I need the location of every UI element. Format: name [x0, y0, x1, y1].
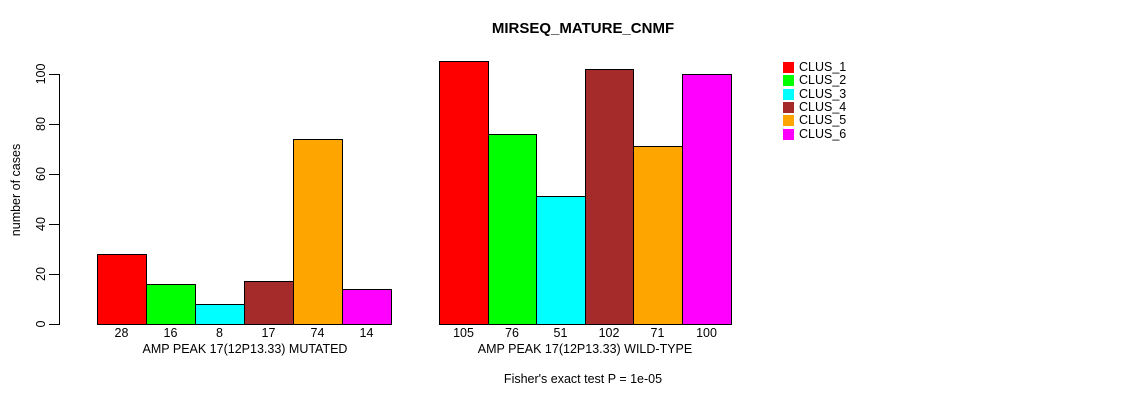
bar-clus_1-mutated — [97, 254, 147, 325]
legend-color-swatch-clus_1 — [783, 62, 794, 74]
bar-clus_3-mutated — [195, 304, 245, 325]
y-tick-mark-40 — [49, 224, 59, 225]
chart-title: MIRSEQ_MATURE_CNMF — [491, 20, 675, 37]
y-tick-mark-100 — [49, 74, 59, 75]
legend-label-clus_5: CLUS_5 — [799, 113, 847, 128]
y-tick-mark-0 — [49, 324, 59, 325]
legend-color-swatch-clus_4 — [783, 102, 794, 114]
legend-color-swatch-clus_3 — [783, 88, 794, 100]
y-tick-label-40: 40 — [34, 217, 48, 231]
legend-label-clus_1: CLUS_1 — [799, 60, 847, 75]
y-tick-mark-60 — [49, 174, 59, 175]
bar-clus_4-wildtype — [585, 69, 634, 325]
bar-clus_3-wildtype — [536, 196, 586, 325]
bar-value-label-wildtype-clus_1: 105 — [453, 326, 474, 340]
legend-item-clus_4: CLUS_4 — [783, 101, 846, 114]
y-tick-label-0: 0 — [34, 320, 48, 328]
legend-item-clus_5: CLUS_5 — [783, 114, 846, 127]
fisher-test-annotation: Fisher's exact test P = 1e-05 — [503, 372, 663, 386]
legend-label-clus_6: CLUS_6 — [799, 126, 847, 141]
bar-clus_2-wildtype — [488, 134, 537, 325]
bar-value-label-mutated-clus_3: 8 — [216, 326, 223, 340]
legend-color-swatch-clus_2 — [783, 75, 794, 87]
bar-clus_6-mutated — [342, 289, 392, 325]
legend-item-clus_3: CLUS_3 — [783, 86, 847, 101]
y-tick-label-60: 60 — [34, 167, 48, 181]
bar-clus_1-wildtype — [439, 61, 489, 325]
bar-value-label-mutated-clus_4: 17 — [261, 326, 276, 340]
legend-label-clus_3: CLUS_3 — [799, 86, 847, 101]
bar-value-label-wildtype-clus_4: 102 — [598, 326, 620, 340]
legend-item-clus_2: CLUS_2 — [783, 74, 846, 87]
bar-clus_5-mutated — [293, 139, 343, 325]
legend-label-clus_2: CLUS_2 — [799, 73, 847, 88]
bar-clus_5-wildtype — [633, 146, 683, 325]
y-axis-label: number of cases — [9, 143, 23, 237]
group-label-mutated: AMP PEAK 17(12P13.33) MUTATED — [142, 342, 348, 356]
legend-label-clus_4: CLUS_4 — [799, 100, 847, 115]
bar-clus_4-mutated — [244, 281, 294, 325]
y-tick-mark-20 — [49, 274, 59, 275]
bar-value-label-wildtype-clus_6: 100 — [696, 326, 717, 340]
y-tick-label-80: 80 — [34, 117, 48, 131]
bar-value-label-mutated-clus_5: 74 — [310, 326, 325, 340]
bar-value-label-wildtype-clus_5: 71 — [650, 326, 665, 340]
legend-color-swatch-clus_6 — [783, 128, 794, 140]
bar-value-label-wildtype-clus_2: 76 — [505, 326, 519, 340]
bar-clus_6-wildtype — [682, 74, 732, 325]
y-tick-mark-80 — [49, 124, 59, 125]
bar-clus_2-mutated — [146, 284, 196, 325]
y-tick-label-100: 100 — [34, 63, 48, 85]
legend-color-swatch-clus_5 — [783, 115, 794, 127]
bar-value-label-mutated-clus_2: 16 — [163, 326, 178, 340]
bar-value-label-mutated-clus_6: 14 — [359, 326, 374, 340]
legend-item-clus_1: CLUS_1 — [783, 61, 846, 74]
y-axis-line — [59, 74, 60, 325]
bar-value-label-wildtype-clus_3: 51 — [553, 326, 568, 340]
bar-value-label-mutated-clus_1: 28 — [114, 326, 129, 340]
legend: CLUS_1 CLUS_2 CLUS_3 CLUS_4 CLUS_5 CLUS_6 — [783, 61, 846, 141]
legend-item-clus_6: CLUS_6 — [783, 127, 846, 140]
group-label-wildtype: AMP PEAK 17(12P13.33) WILD-TYPE — [477, 342, 693, 356]
y-tick-label-20: 20 — [34, 267, 48, 281]
